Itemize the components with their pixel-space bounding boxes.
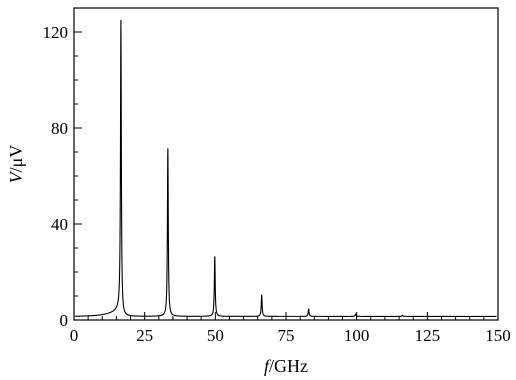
x-tick-label: 0 <box>70 326 79 345</box>
y-axis-label-unit: /μV <box>6 145 26 173</box>
x-axis-label-unit: /GHz <box>269 356 308 376</box>
y-tick-label: 40 <box>51 215 68 234</box>
y-axis-label-symbol: V <box>6 170 26 183</box>
x-tick-label: 25 <box>136 326 153 345</box>
ticks-layer <box>73 7 499 321</box>
y-axis-label: V/μV <box>6 145 26 184</box>
x-tick-label: 75 <box>278 326 295 345</box>
x-tick-label: 50 <box>207 326 224 345</box>
y-tick-label: 0 <box>60 311 69 330</box>
labels-layer: 0 25 50 75 100 125 150 0 40 80 120 <box>43 23 511 345</box>
plot-frame <box>73 7 499 321</box>
x-axis-label: f/GHz <box>264 356 308 376</box>
x-tick-label: 100 <box>344 326 370 345</box>
x-tick-label: 150 <box>485 326 511 345</box>
x-tick-label: 125 <box>415 326 441 345</box>
series-line-spectrum <box>74 19 497 317</box>
y-tick-label: 120 <box>43 23 69 42</box>
x-axis-label-symbol: f <box>264 356 272 376</box>
y-tick-label: 80 <box>51 119 68 138</box>
